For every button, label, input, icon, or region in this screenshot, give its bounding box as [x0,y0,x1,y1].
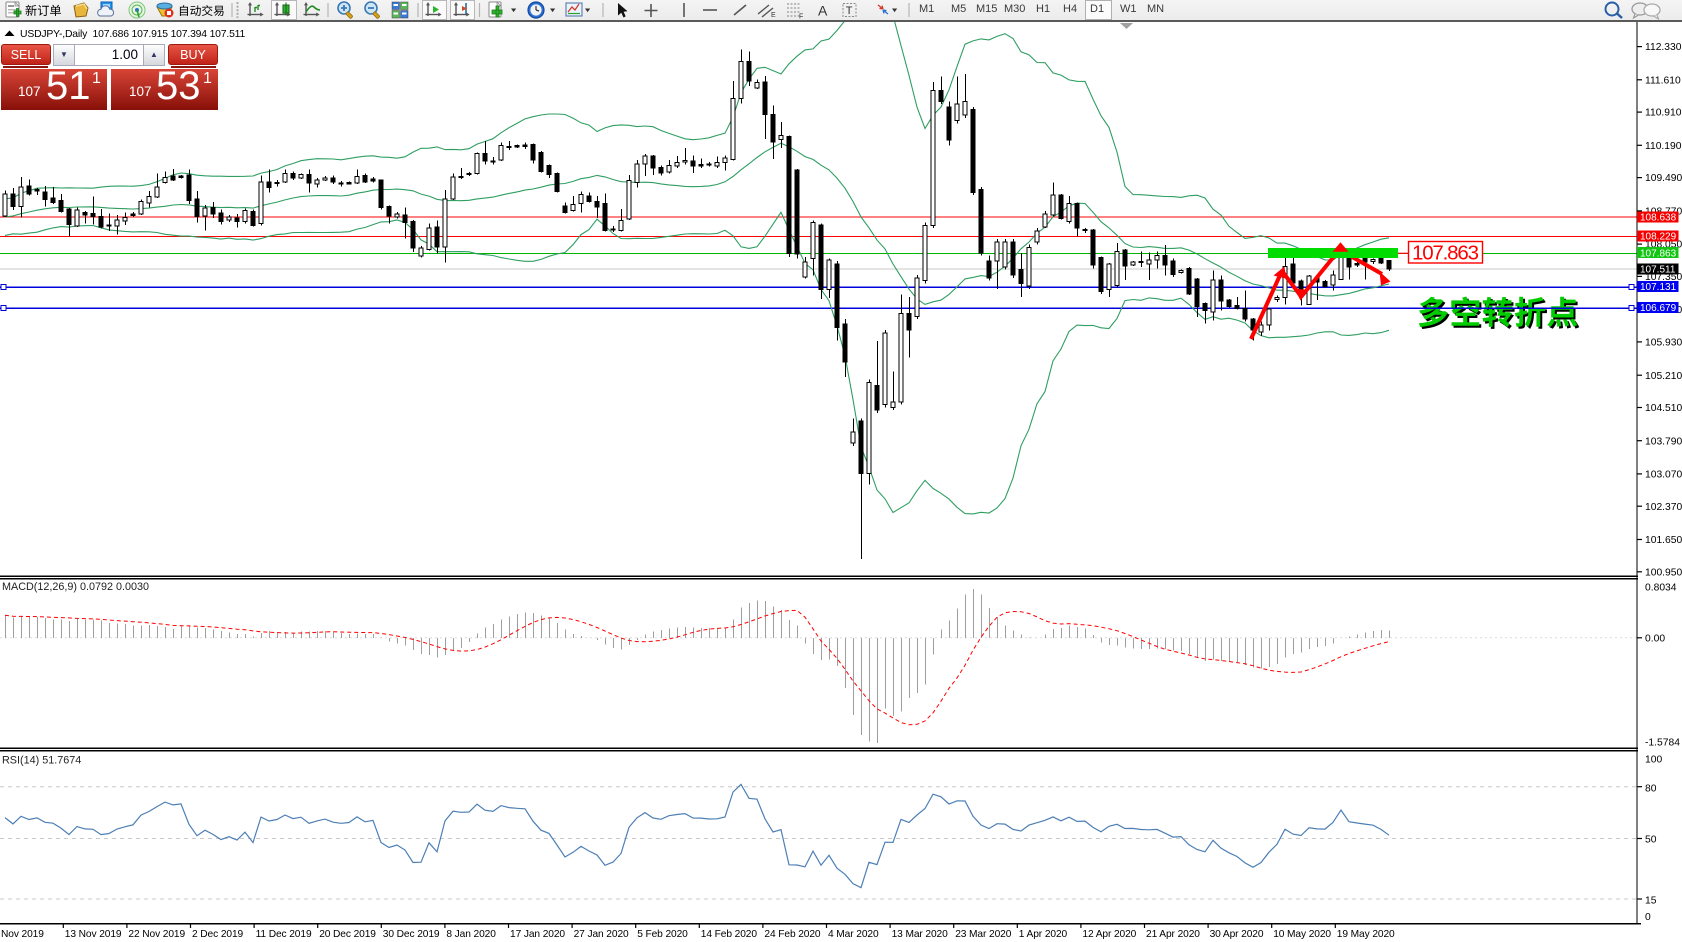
svg-text:111.610: 111.610 [1645,75,1681,86]
svg-text:21 Apr 2020: 21 Apr 2020 [1146,929,1200,940]
svg-text:15: 15 [1645,896,1657,907]
svg-text:110.190: 110.190 [1645,141,1682,152]
svg-text:0.00: 0.00 [1645,633,1665,644]
svg-text:107.863: 107.863 [1640,248,1677,259]
svg-text:107.131: 107.131 [1640,282,1677,293]
svg-text:12 Apr 2020: 12 Apr 2020 [1082,929,1136,940]
svg-text:112.330: 112.330 [1645,42,1682,53]
svg-text:17 Jan 2020: 17 Jan 2020 [510,929,565,940]
svg-text:T: T [846,5,853,17]
svg-text:14 Feb 2020: 14 Feb 2020 [701,929,758,940]
svg-text:24 Feb 2020: 24 Feb 2020 [764,929,821,940]
svg-text:105.930: 105.930 [1645,338,1682,349]
svg-text:108.638: 108.638 [1640,213,1677,224]
svg-text:107.511: 107.511 [1640,265,1676,276]
svg-text:109.490: 109.490 [1645,173,1682,184]
svg-text:E: E [771,12,776,19]
svg-text:22 Nov 2019: 22 Nov 2019 [128,929,185,940]
svg-text:1 Apr 2020: 1 Apr 2020 [1019,929,1068,940]
svg-text:30 Dec 2019: 30 Dec 2019 [383,929,440,940]
svg-text:-1.5784: -1.5784 [1645,737,1680,748]
svg-text:104.510: 104.510 [1645,403,1682,414]
svg-text:100.950: 100.950 [1645,567,1682,578]
svg-text:101.650: 101.650 [1645,535,1682,546]
svg-text:0.8034: 0.8034 [1645,582,1677,593]
svg-text:8 Jan 2020: 8 Jan 2020 [446,929,496,940]
svg-text:80: 80 [1645,784,1657,795]
svg-text:108.229: 108.229 [1640,231,1677,242]
svg-text:USDJPY-,Daily 107.686 107.915: USDJPY-,Daily 107.686 107.915 107.394 10… [20,29,246,40]
svg-text:10 May 2020: 10 May 2020 [1273,929,1331,940]
svg-text:107.350: 107.350 [1645,272,1682,283]
svg-text:0: 0 [1645,912,1651,923]
svg-text:50: 50 [1645,835,1657,846]
svg-text:106.679: 106.679 [1640,303,1677,314]
svg-text:103.070: 103.070 [1645,470,1682,481]
svg-text:27 Jan 2020: 27 Jan 2020 [574,929,629,940]
svg-text:13 Nov 2019: 13 Nov 2019 [65,929,122,940]
svg-text:13 Mar 2020: 13 Mar 2020 [892,929,949,940]
svg-text:23 Mar 2020: 23 Mar 2020 [955,929,1012,940]
svg-text:20 Dec 2019: 20 Dec 2019 [319,929,376,940]
svg-text:2 Dec 2019: 2 Dec 2019 [192,929,244,940]
svg-text:5 Feb 2020: 5 Feb 2020 [637,929,688,940]
svg-text:103.790: 103.790 [1645,436,1682,447]
svg-text:107.863: 107.863 [1412,242,1479,265]
svg-text:30 Apr 2020: 30 Apr 2020 [1210,929,1264,940]
svg-text:11 Dec 2019: 11 Dec 2019 [256,929,312,940]
svg-text:F: F [799,14,803,21]
svg-text:Nov 2019: Nov 2019 [1,929,44,940]
svg-text:MACD(12,26,9) 0.0792 0.0030: MACD(12,26,9) 0.0792 0.0030 [2,581,149,593]
svg-text:19 May 2020: 19 May 2020 [1337,929,1395,940]
svg-text:RSI(14) 51.7674: RSI(14) 51.7674 [2,755,81,767]
svg-text:102.370: 102.370 [1645,502,1682,513]
svg-text:105.210: 105.210 [1645,371,1682,382]
svg-text:110.910: 110.910 [1645,108,1682,119]
svg-text:A: A [818,3,828,19]
svg-text:108.050: 108.050 [1645,240,1682,251]
svg-text:4 Mar 2020: 4 Mar 2020 [828,929,879,940]
svg-text:100: 100 [1645,755,1662,766]
